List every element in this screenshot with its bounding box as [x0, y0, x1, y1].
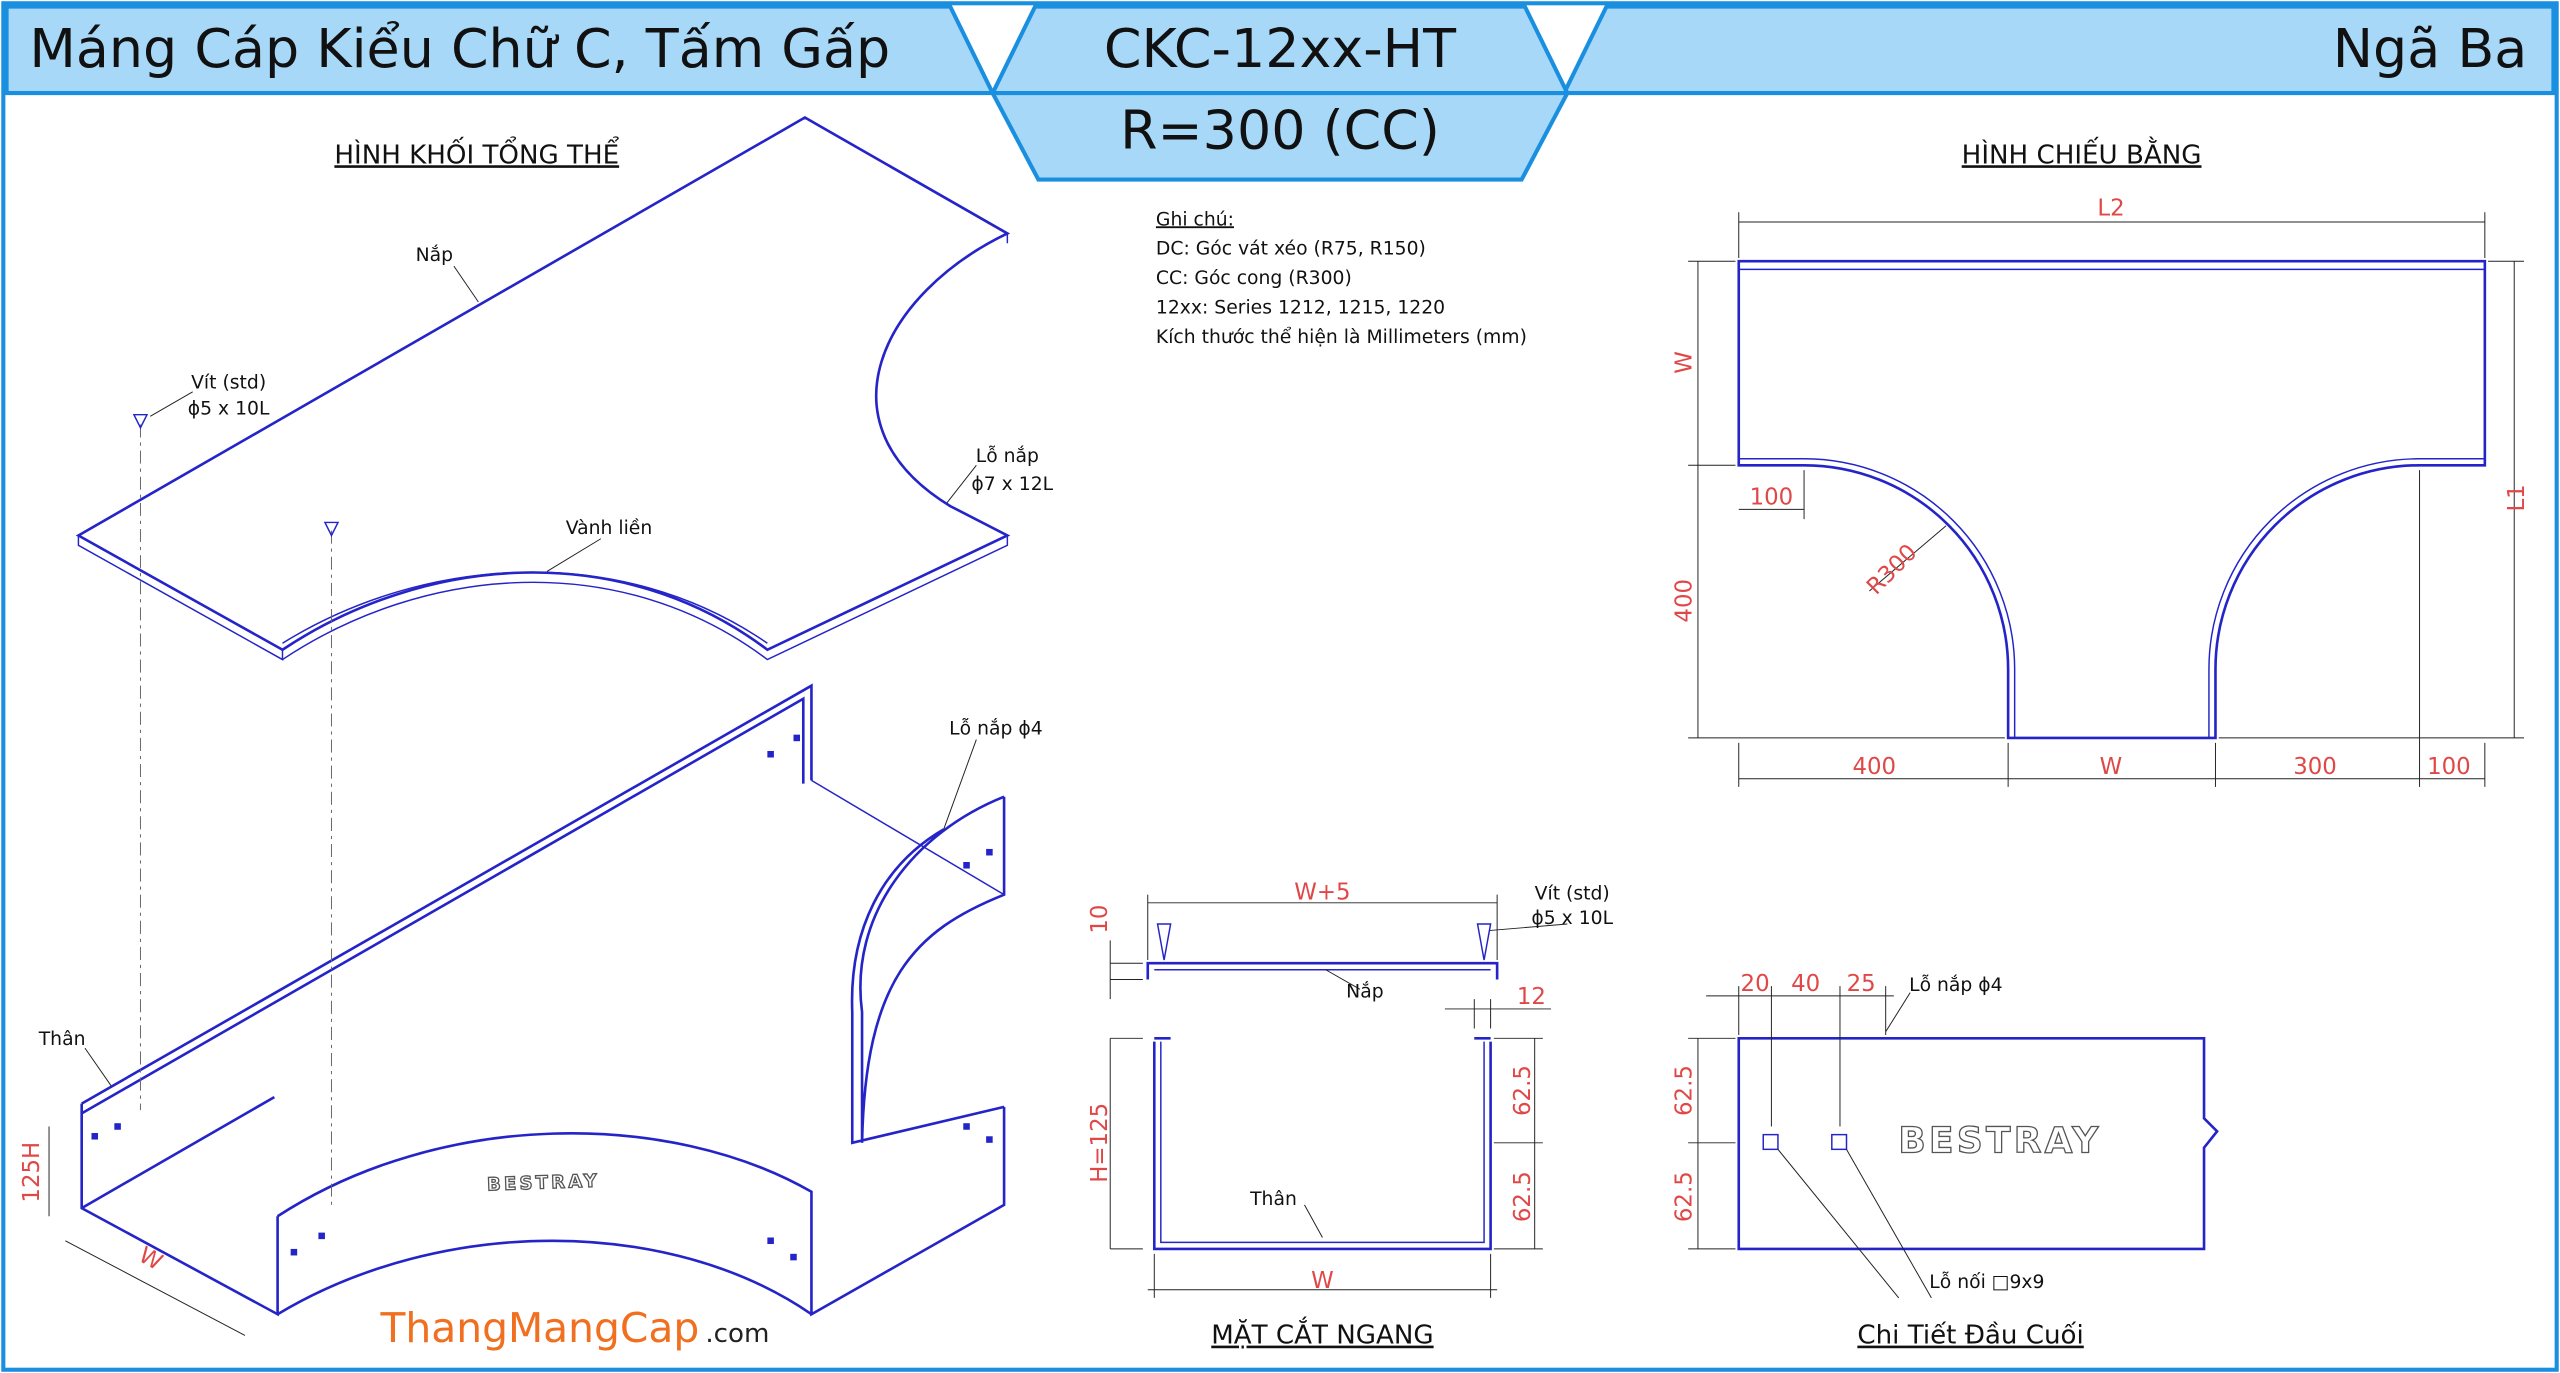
dimension: 100: [1750, 484, 1794, 510]
dimension: 100: [2427, 754, 2471, 780]
note: 12xx: Series 1212, 1215, 1220: [1156, 297, 1445, 318]
dimension: 400: [1671, 579, 1697, 623]
dimension: 20: [1741, 971, 1770, 997]
section-title: MẶT CẮT NGANG: [1211, 1316, 1433, 1351]
hole: [986, 1136, 993, 1143]
line-art: [1737, 1037, 2219, 1251]
dimension: 62.5: [1671, 1171, 1697, 1222]
product-code: CKC-12xx-HT: [1104, 17, 1457, 80]
line-art: [276, 1106, 1006, 1317]
dimension: 400: [1852, 754, 1896, 780]
line-art: [48, 265, 977, 1336]
dimension: 300: [2293, 754, 2337, 780]
line-art: [1688, 986, 1932, 1299]
dimension: 62.5: [1510, 1171, 1536, 1222]
note: CC: Góc cong (R300): [1156, 268, 1352, 289]
hole: [767, 750, 774, 758]
label: Lỗ nối □9x9: [1929, 1271, 2044, 1293]
notes-heading: Ghi chú:: [1156, 209, 1234, 230]
label: Vít (std): [191, 373, 266, 394]
logo-name: ThangMangCap: [379, 1304, 699, 1352]
note: Kích thước thể hiện là Millimeters (mm): [1156, 326, 1527, 348]
label: Lỗ nắp ϕ4: [1909, 973, 2003, 996]
hole: [1762, 1133, 1779, 1151]
line-art: [850, 795, 1006, 1145]
dimension: L1: [2504, 484, 2530, 511]
end-detail: 20 40 25 Lỗ nắp ϕ4 62.5 62.5 BESTRAY Lỗ …: [1671, 971, 2219, 1351]
dimension: 25: [1847, 971, 1876, 997]
section-title: HÌNH CHIẾU BẰNG: [1962, 135, 2202, 170]
dimension: H=125: [1087, 1103, 1113, 1183]
notes: Ghi chú: DC: Góc vát xéo (R75, R150) CC:…: [1156, 209, 1527, 348]
line-art: [811, 779, 1005, 896]
dimension: W: [1671, 351, 1697, 374]
label: Lỗ nắp ϕ4: [949, 717, 1043, 740]
line-art: [1146, 961, 1499, 1251]
line-art: [1156, 923, 1492, 961]
brand: BESTRAY: [487, 1171, 601, 1196]
hole: [963, 862, 970, 869]
line-art: [139, 424, 332, 1209]
dimension: 40: [1791, 971, 1820, 997]
hole: [793, 734, 801, 742]
dimension: 125H: [19, 1142, 45, 1203]
label: Thân: [38, 1029, 86, 1050]
line-art: [1688, 212, 2525, 787]
hole: [986, 848, 993, 856]
label: Vành liền: [566, 517, 653, 539]
line-art: [1560, 4, 2556, 96]
hole: [318, 1232, 325, 1240]
line-art: [80, 683, 813, 1317]
cross-section: W+5 Vít (std) ϕ5 x 10L 10 Nắp 12 H=125 6…: [1087, 880, 1614, 1351]
section-title: Chi Tiết Đầu Cuối: [1857, 1321, 2083, 1351]
line-art: [1109, 894, 1568, 1298]
title: Máng Cáp Kiểu Chữ C, Tấm Gấp: [29, 17, 890, 80]
line-art: [75, 116, 1011, 652]
line-art: [77, 233, 1009, 661]
radius: R=300 (CC): [1120, 99, 1440, 162]
line-art: [1738, 268, 2485, 738]
hole: [1831, 1133, 1848, 1151]
line-art: [282, 571, 768, 644]
label: ϕ7 x 12L: [971, 474, 1053, 495]
dimension: 12: [1517, 984, 1546, 1010]
hole: [790, 1253, 797, 1261]
note: DC: Góc vát xéo (R75, R150): [1156, 239, 1426, 260]
line-art: [132, 413, 340, 538]
fitting-type: Ngã Ba: [2333, 17, 2528, 80]
logo: ThangMangCap .com: [379, 1304, 769, 1352]
label: ϕ5 x 10L: [188, 399, 270, 420]
label: Nắp: [1346, 980, 1383, 1003]
hole: [963, 1123, 970, 1130]
dimension: W: [2100, 754, 2123, 780]
dimension: W+5: [1294, 880, 1350, 906]
label: Lỗ nắp: [976, 444, 1039, 467]
label: Thân: [1249, 1189, 1297, 1210]
label: ϕ5 x 10L: [1531, 908, 1613, 929]
dimension: W: [1311, 1268, 1334, 1294]
hole: [114, 1123, 121, 1130]
line-art: [91, 734, 993, 1261]
dimension: 10: [1087, 905, 1113, 934]
hole: [767, 1237, 774, 1245]
label: Vít (std): [1535, 884, 1610, 905]
brand: BESTRAY: [1898, 1121, 2101, 1162]
hole: [91, 1133, 99, 1140]
label: Nắp: [416, 243, 453, 266]
dimension: L2: [2097, 196, 2124, 222]
dimension: 62.5: [1510, 1065, 1536, 1116]
line-art: [1737, 259, 2487, 740]
isometric-view: HÌNH KHỐI TỔNG THỂ Nắp Vít (std) ϕ5 x 10…: [19, 116, 1054, 1336]
header: Máng Cáp Kiểu Chữ C, Tấm Gấp CKC-12xx-HT…: [4, 4, 2556, 182]
hole: [290, 1248, 298, 1256]
logo-suffix: .com: [705, 1319, 769, 1349]
dimension: 62.5: [1671, 1065, 1697, 1116]
line-art: [1154, 969, 1491, 1244]
section-title: HÌNH KHỐI TỔNG THỂ: [334, 135, 619, 170]
